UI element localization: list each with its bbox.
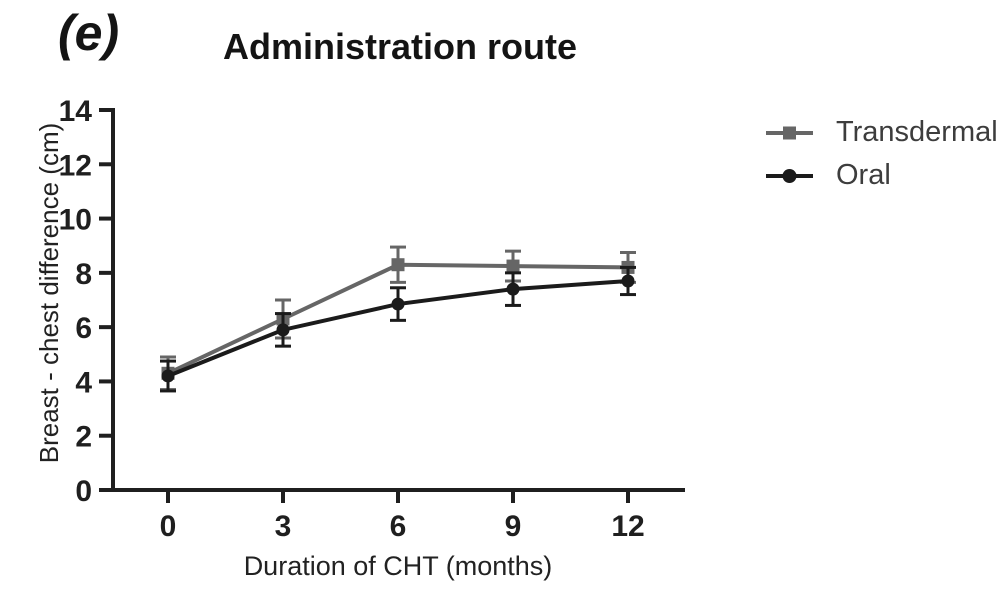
legend-label: Oral [836, 159, 891, 191]
y-tick-label: 4 [75, 366, 92, 399]
series-oral [160, 265, 636, 393]
panel-label: (e) [58, 5, 120, 61]
x-axis-label: Duration of CHT (months) [243, 551, 553, 581]
circle-legend-marker-icon [766, 168, 813, 183]
y-tick-label: 6 [75, 312, 92, 345]
square-marker-icon [391, 258, 405, 272]
chart-title: Administration route [222, 26, 577, 67]
legend-item-transdermal: Transdermal [766, 118, 998, 147]
x-tick-label: 12 [611, 510, 644, 543]
circle-marker-icon [391, 297, 405, 311]
x-tick-label: 9 [505, 510, 522, 543]
y-tick-label: 0 [75, 475, 92, 508]
x-ticks: 0 3 6 9 12 [160, 490, 645, 543]
x-tick-label: 6 [390, 510, 407, 543]
y-tick-label: 10 [59, 204, 92, 237]
y-tick-label: 8 [75, 258, 92, 291]
legend: Transdermal Oral [766, 118, 998, 190]
y-tick-label: 12 [59, 149, 92, 182]
y-tick-label: 14 [59, 95, 93, 128]
x-tick-label: 3 [275, 510, 292, 543]
circle-marker-icon [621, 274, 635, 288]
square-marker-icon [506, 259, 520, 273]
y-axis-label: Breast - chest difference (cm) [34, 122, 64, 464]
circle-marker-icon [161, 369, 175, 383]
square-legend-marker-icon [766, 126, 813, 139]
y-ticks: 0 2 4 6 8 10 12 14 [59, 95, 113, 508]
legend-item-oral: Oral [766, 161, 998, 190]
circle-marker-icon [506, 282, 520, 296]
y-tick-label: 2 [75, 421, 92, 454]
circle-marker-icon [276, 323, 290, 337]
x-tick-label: 0 [160, 510, 177, 543]
legend-label: Transdermal [836, 116, 998, 148]
